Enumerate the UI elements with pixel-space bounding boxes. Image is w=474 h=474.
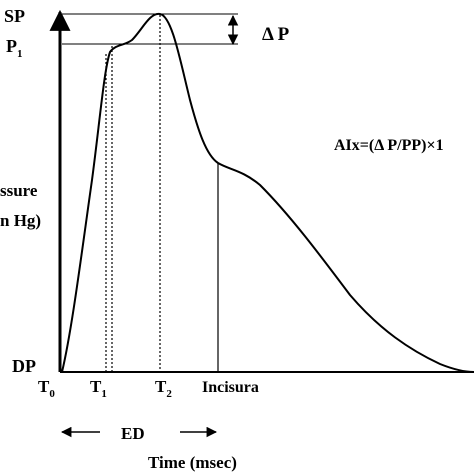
dp-label: DP xyxy=(12,356,36,376)
y-axis-title-line2: n Hg) xyxy=(0,211,41,230)
pressure-waveform-curve xyxy=(61,12,474,373)
aix-formula: AIx=(Δ P/PP)×1 xyxy=(334,137,444,154)
t1-label: T1 xyxy=(90,377,107,400)
ed-label: ED xyxy=(121,424,145,443)
p1-label: P1 xyxy=(6,36,23,60)
t2-label: T2 xyxy=(155,377,172,400)
sp-label: SP xyxy=(4,6,25,26)
x-axis-title: Time (msec) xyxy=(148,453,237,472)
t0-label: T0 xyxy=(38,377,55,400)
delta-p-label: Δ P xyxy=(262,24,290,45)
incisura-label: Incisura xyxy=(202,379,259,396)
y-axis-title-line1: ssure xyxy=(0,181,38,200)
